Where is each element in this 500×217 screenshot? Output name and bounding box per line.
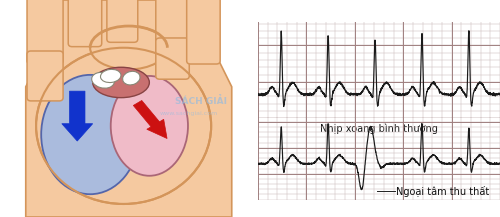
FancyBboxPatch shape (68, 0, 102, 47)
Ellipse shape (100, 69, 121, 82)
FancyBboxPatch shape (27, 0, 63, 64)
FancyBboxPatch shape (156, 0, 190, 51)
Text: SÁCH GIẢI: SÁCH GIẢI (175, 96, 227, 106)
Ellipse shape (122, 71, 140, 85)
Text: Nhịp xoang bình thường: Nhịp xoang bình thường (320, 124, 438, 134)
Text: Ngoại tâm thu thất: Ngoại tâm thu thất (396, 186, 490, 197)
Text: www.sachgiai.com: www.sachgiai.com (160, 111, 218, 116)
Ellipse shape (92, 67, 150, 98)
Ellipse shape (92, 72, 114, 88)
FancyBboxPatch shape (107, 0, 138, 42)
Ellipse shape (110, 76, 188, 176)
Polygon shape (62, 91, 92, 141)
FancyBboxPatch shape (27, 51, 63, 101)
Ellipse shape (90, 26, 168, 69)
Polygon shape (134, 100, 167, 138)
Polygon shape (26, 0, 232, 217)
Ellipse shape (36, 48, 211, 204)
Ellipse shape (41, 75, 139, 194)
FancyBboxPatch shape (156, 38, 190, 79)
FancyBboxPatch shape (186, 0, 220, 64)
